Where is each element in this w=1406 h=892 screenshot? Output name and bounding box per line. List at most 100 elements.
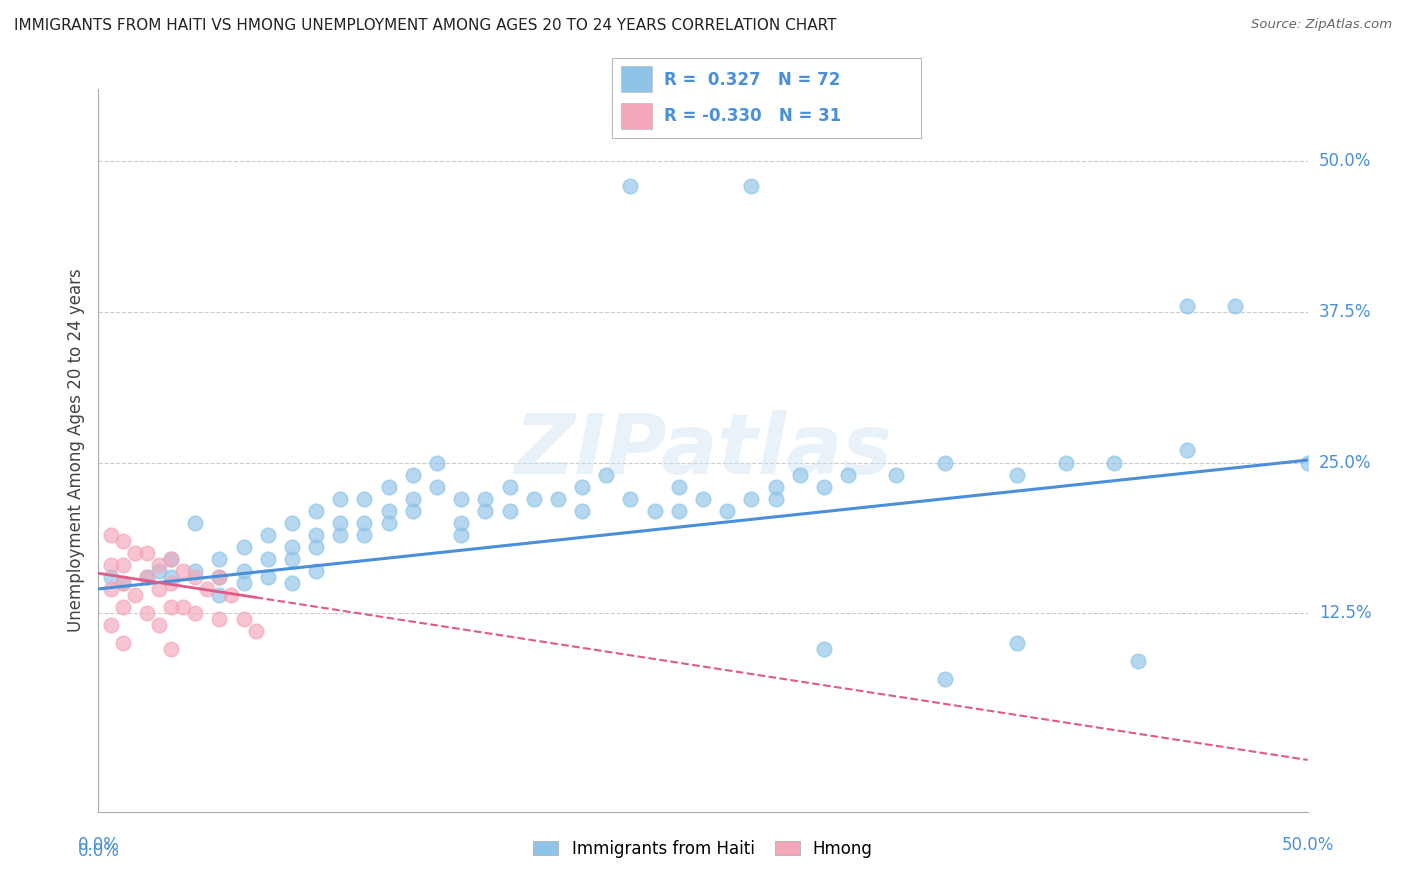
- Point: [1054, 455, 1077, 469]
- Point: [813, 480, 835, 494]
- Point: [353, 528, 375, 542]
- Point: [934, 455, 956, 469]
- Point: [886, 467, 908, 482]
- Point: [644, 503, 666, 517]
- Point: [100, 582, 122, 596]
- Point: [523, 491, 546, 506]
- Point: [305, 528, 328, 542]
- Point: [619, 178, 641, 193]
- Point: [498, 480, 520, 494]
- Point: [1128, 654, 1150, 668]
- Point: [402, 503, 425, 517]
- Point: [450, 491, 472, 506]
- Point: [329, 491, 352, 506]
- Point: [813, 642, 835, 657]
- Point: [450, 528, 472, 542]
- Point: [256, 528, 278, 542]
- Text: 50.0%: 50.0%: [1319, 153, 1371, 170]
- Text: 0.0%: 0.0%: [77, 842, 120, 860]
- Text: R = -0.330   N = 31: R = -0.330 N = 31: [664, 107, 841, 125]
- Point: [111, 533, 134, 548]
- Point: [184, 606, 207, 620]
- Point: [740, 491, 762, 506]
- Point: [547, 491, 569, 506]
- Text: 25.0%: 25.0%: [1319, 453, 1371, 472]
- Text: 37.5%: 37.5%: [1319, 303, 1371, 321]
- Point: [426, 455, 449, 469]
- Point: [148, 582, 170, 596]
- Point: [111, 576, 134, 591]
- Point: [124, 588, 146, 602]
- Point: [111, 599, 134, 614]
- Point: [160, 570, 183, 584]
- Point: [208, 570, 231, 584]
- Point: [100, 618, 122, 632]
- Point: [281, 540, 304, 554]
- Point: [172, 599, 194, 614]
- Point: [208, 588, 231, 602]
- Point: [692, 491, 714, 506]
- Point: [184, 516, 207, 530]
- Point: [281, 551, 304, 566]
- Point: [402, 467, 425, 482]
- Bar: [621, 66, 652, 92]
- Point: [377, 480, 399, 494]
- Point: [160, 642, 183, 657]
- Point: [111, 558, 134, 572]
- Point: [740, 178, 762, 193]
- Point: [377, 516, 399, 530]
- Point: [232, 576, 254, 591]
- Point: [305, 503, 328, 517]
- Point: [668, 480, 690, 494]
- Point: [195, 582, 218, 596]
- Point: [100, 528, 122, 542]
- Point: [450, 516, 472, 530]
- Point: [281, 516, 304, 530]
- Point: [619, 491, 641, 506]
- Point: [668, 503, 690, 517]
- Point: [208, 551, 231, 566]
- Point: [837, 467, 859, 482]
- Point: [232, 564, 254, 578]
- Point: [160, 551, 183, 566]
- Point: [256, 570, 278, 584]
- Point: [426, 480, 449, 494]
- Point: [232, 540, 254, 554]
- Point: [135, 570, 157, 584]
- Point: [595, 467, 617, 482]
- Point: [124, 546, 146, 560]
- Point: [208, 570, 231, 584]
- Point: [353, 516, 375, 530]
- Point: [148, 558, 170, 572]
- Text: 0.0%: 0.0%: [77, 836, 120, 854]
- Point: [148, 564, 170, 578]
- Point: [135, 546, 157, 560]
- Point: [184, 564, 207, 578]
- Point: [111, 636, 134, 650]
- Point: [1223, 299, 1246, 313]
- Point: [100, 570, 122, 584]
- Point: [135, 570, 157, 584]
- Point: [208, 612, 231, 626]
- Point: [135, 606, 157, 620]
- Point: [160, 551, 183, 566]
- Point: [934, 673, 956, 687]
- Point: [329, 528, 352, 542]
- Text: 50.0%: 50.0%: [1281, 836, 1334, 854]
- Point: [1175, 299, 1198, 313]
- Point: [789, 467, 811, 482]
- Bar: [621, 103, 652, 128]
- Point: [221, 588, 243, 602]
- Point: [353, 491, 375, 506]
- Point: [571, 503, 593, 517]
- Point: [160, 576, 183, 591]
- Point: [474, 503, 496, 517]
- Y-axis label: Unemployment Among Ages 20 to 24 years: Unemployment Among Ages 20 to 24 years: [66, 268, 84, 632]
- Point: [172, 564, 194, 578]
- Point: [305, 564, 328, 578]
- Point: [498, 503, 520, 517]
- Point: [256, 551, 278, 566]
- Point: [1175, 443, 1198, 458]
- Point: [1007, 636, 1029, 650]
- Point: [571, 480, 593, 494]
